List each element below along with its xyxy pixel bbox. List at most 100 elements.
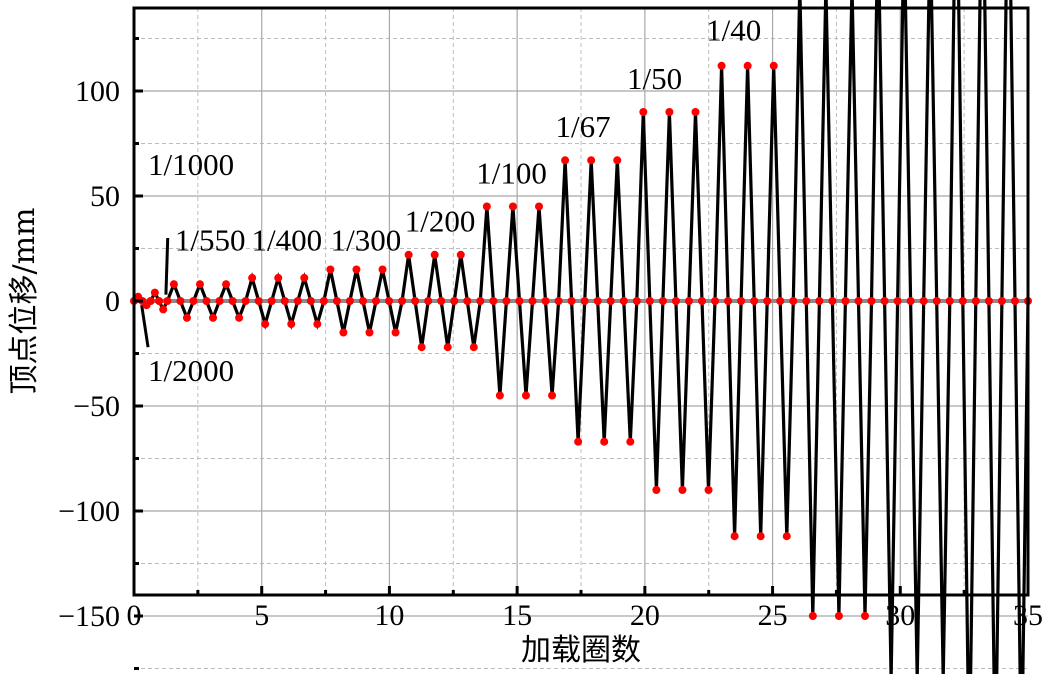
data-point bbox=[658, 297, 667, 305]
data-point bbox=[274, 273, 283, 282]
data-point bbox=[1010, 297, 1019, 305]
data-point bbox=[613, 156, 622, 165]
data-point bbox=[600, 437, 609, 446]
data-point bbox=[319, 297, 328, 305]
x-tick-label: 15 bbox=[502, 599, 532, 632]
data-point bbox=[919, 297, 928, 305]
data-point bbox=[861, 612, 870, 620]
drift-ratio-annotations: 1/1000 1/2000 1/550 1/400 1/3001/2001/1001/6… bbox=[148, 13, 761, 388]
data-point bbox=[958, 297, 967, 305]
x-tick-label: 35 bbox=[1013, 599, 1043, 632]
data-point bbox=[587, 156, 596, 165]
data-point bbox=[228, 297, 237, 305]
data-point bbox=[750, 297, 759, 305]
data-point bbox=[971, 297, 980, 305]
data-point bbox=[652, 486, 661, 494]
data-point bbox=[398, 297, 407, 305]
data-point bbox=[756, 532, 765, 541]
data-point bbox=[626, 437, 635, 446]
annotation-label: 1/67 bbox=[555, 109, 610, 144]
data-point bbox=[691, 108, 700, 116]
data-point bbox=[209, 313, 218, 322]
y-axis-ticks: −250−200−150−100−50050100150200250 bbox=[58, 0, 143, 670]
data-point bbox=[456, 250, 465, 259]
data-point bbox=[743, 61, 752, 70]
data-point bbox=[146, 297, 155, 305]
data-point bbox=[306, 297, 315, 305]
leader-line-1-2000 bbox=[140, 304, 150, 348]
y-tick-label: −50 bbox=[73, 390, 120, 423]
data-point bbox=[339, 328, 348, 337]
data-point bbox=[495, 391, 504, 400]
data-point bbox=[906, 297, 915, 305]
data-point bbox=[711, 297, 720, 305]
data-point bbox=[645, 297, 654, 305]
data-point bbox=[684, 297, 693, 305]
data-point bbox=[437, 297, 446, 305]
y-tick-label: −150 bbox=[58, 600, 120, 633]
data-point bbox=[593, 297, 602, 305]
data-point bbox=[463, 297, 472, 305]
data-point bbox=[548, 391, 557, 400]
data-point bbox=[176, 297, 185, 305]
data-point bbox=[358, 297, 367, 305]
data-point bbox=[489, 297, 498, 305]
data-point bbox=[345, 297, 354, 305]
data-point bbox=[984, 297, 993, 305]
data-point bbox=[932, 297, 941, 305]
annotation-label: 1/100 bbox=[476, 155, 547, 190]
data-point bbox=[313, 320, 322, 329]
data-point bbox=[665, 108, 674, 116]
data-point bbox=[704, 486, 713, 494]
data-point bbox=[443, 343, 452, 352]
data-point bbox=[567, 297, 576, 305]
data-point bbox=[574, 437, 583, 446]
data-point bbox=[476, 297, 485, 305]
data-point bbox=[737, 297, 746, 305]
data-point-markers bbox=[130, 61, 1032, 620]
data-point bbox=[189, 297, 198, 305]
data-point bbox=[287, 320, 296, 329]
data-point bbox=[815, 297, 824, 305]
x-tick-label: 5 bbox=[254, 599, 269, 632]
y-tick-label: 150 bbox=[75, 0, 120, 3]
data-point bbox=[528, 297, 537, 305]
data-point bbox=[482, 202, 491, 211]
data-point bbox=[159, 305, 168, 314]
data-point bbox=[248, 273, 257, 282]
data-point bbox=[261, 320, 270, 329]
data-point bbox=[880, 297, 889, 305]
data-point bbox=[293, 297, 302, 305]
data-point bbox=[580, 297, 589, 305]
data-point bbox=[385, 297, 394, 305]
data-point bbox=[300, 273, 309, 282]
x-axis-title: 加载圈数 bbox=[521, 633, 641, 668]
data-point bbox=[554, 297, 563, 305]
data-point bbox=[828, 297, 837, 305]
annotation-label: 1/300 bbox=[331, 223, 402, 258]
x-tick-label: 25 bbox=[758, 599, 788, 632]
data-point bbox=[222, 280, 231, 289]
y-tick-label: 0 bbox=[105, 285, 120, 318]
data-point bbox=[155, 297, 164, 305]
data-point bbox=[508, 202, 517, 211]
data-point bbox=[372, 297, 381, 305]
data-point bbox=[893, 297, 902, 305]
data-point bbox=[776, 297, 785, 305]
data-point bbox=[241, 297, 250, 305]
x-tick-label: 10 bbox=[374, 599, 404, 632]
annotation-label: 1/2000 bbox=[148, 353, 234, 388]
data-point bbox=[671, 297, 680, 305]
data-point bbox=[867, 297, 876, 305]
data-point bbox=[997, 297, 1006, 305]
y-tick-label: 50 bbox=[90, 180, 120, 213]
data-point bbox=[945, 297, 954, 305]
data-point bbox=[326, 265, 335, 274]
data-point bbox=[182, 313, 191, 322]
data-point bbox=[521, 391, 530, 400]
data-point bbox=[150, 288, 159, 297]
data-point bbox=[169, 280, 178, 289]
y-tick-label: 100 bbox=[75, 75, 120, 108]
x-tick-label: 20 bbox=[630, 599, 660, 632]
